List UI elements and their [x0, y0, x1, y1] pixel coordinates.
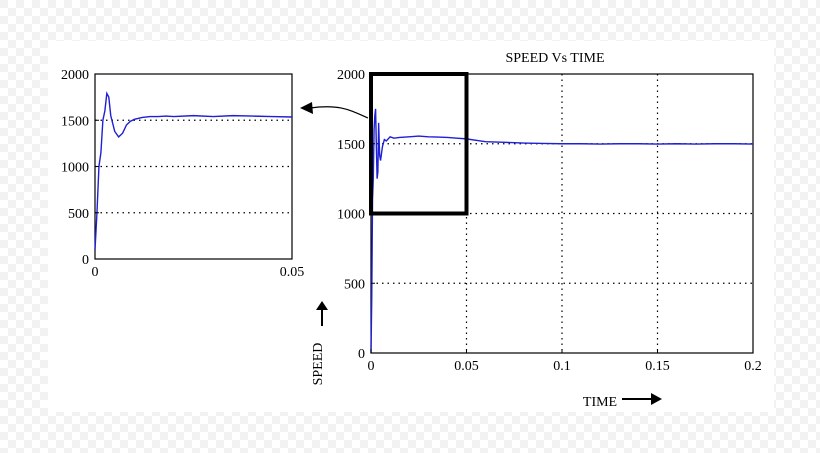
- main-y-tick-labels: 0 500 1000 1500 2000: [337, 68, 375, 362]
- inset-x-tick-labels: 0 0.05: [92, 255, 305, 280]
- y-tick-label: 1500: [61, 114, 89, 129]
- inset-y-tick-labels: 0 500 1000 1500 2000: [61, 68, 99, 268]
- main-speed-series-line: [370, 108, 754, 354]
- zoom-connector-arrowhead: [300, 102, 313, 114]
- y-tick-label: 0: [358, 347, 365, 362]
- zoom-connector-arrow: [309, 106, 369, 119]
- y-tick-label: 2000: [61, 68, 89, 83]
- x-tick-label: 0.05: [280, 265, 305, 280]
- y-tick-label: 500: [344, 277, 365, 292]
- y-tick-label: 2000: [337, 68, 365, 83]
- y-tick-label: 0: [82, 253, 89, 268]
- y-tick-label: 1500: [337, 138, 365, 153]
- main-grid: [371, 74, 753, 353]
- x-tick-label: 0: [368, 359, 375, 374]
- x-tick-label: 0.05: [454, 359, 479, 374]
- x-tick-label: 0: [92, 265, 99, 280]
- y-tick-label: 1000: [61, 161, 89, 176]
- inset-speed-series-line: [94, 91, 293, 250]
- x-axis-label: TIME: [583, 395, 617, 410]
- figure-background: [48, 41, 774, 412]
- x-tick-label: 0.15: [645, 359, 670, 374]
- chart-title: SPEED Vs TIME: [505, 51, 604, 66]
- main-x-tick-labels: 0 0.05 0.1 0.15 0.2: [368, 349, 762, 374]
- x-axis-arrow: [622, 393, 662, 405]
- y-axis-label: SPEED: [311, 343, 326, 386]
- x-tick-label: 0.2: [744, 359, 762, 374]
- y-axis-arrow: [316, 301, 328, 326]
- y-tick-label: 500: [68, 207, 89, 222]
- y-tick-label: 1000: [337, 208, 365, 223]
- x-tick-label: 0.1: [553, 359, 571, 374]
